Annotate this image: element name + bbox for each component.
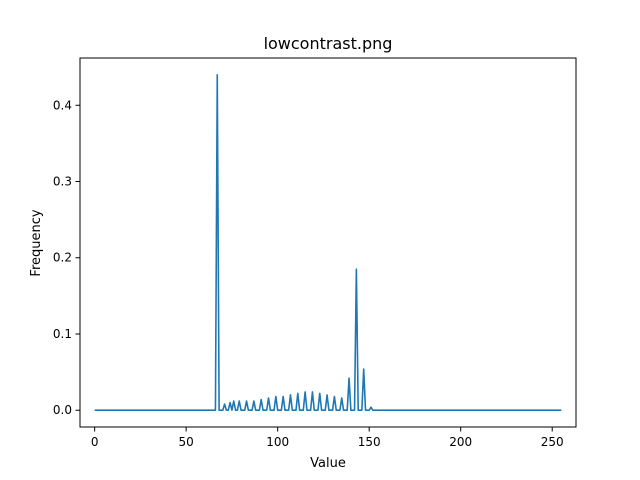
x-tick-label: 200 xyxy=(449,435,472,449)
x-tick-label: 0 xyxy=(91,435,99,449)
axes-frame xyxy=(79,57,577,428)
x-axis: 0 50 100 150 200 250 xyxy=(91,427,564,449)
y-tick-label: 0.0 xyxy=(53,403,72,417)
series-layer xyxy=(94,73,562,412)
x-tick-label: 50 xyxy=(179,435,194,449)
y-tick-label: 0.4 xyxy=(53,98,72,112)
y-axis-label: Frequency xyxy=(29,209,44,276)
y-tick-label: 0.3 xyxy=(53,175,72,189)
x-tick-label: 100 xyxy=(266,435,289,449)
x-tick-label: 250 xyxy=(541,435,564,449)
x-axis-label: Value xyxy=(310,456,346,471)
y-tick-label: 0.2 xyxy=(53,251,72,265)
x-tick-label: 150 xyxy=(358,435,381,449)
plot-area xyxy=(79,57,577,428)
series-line-0 xyxy=(94,73,562,412)
y-tick-label: 0.1 xyxy=(53,327,72,341)
y-axis: 0.0 0.1 0.2 0.3 0.4 xyxy=(53,98,80,417)
chart-title: lowcontrast.png xyxy=(264,34,393,53)
